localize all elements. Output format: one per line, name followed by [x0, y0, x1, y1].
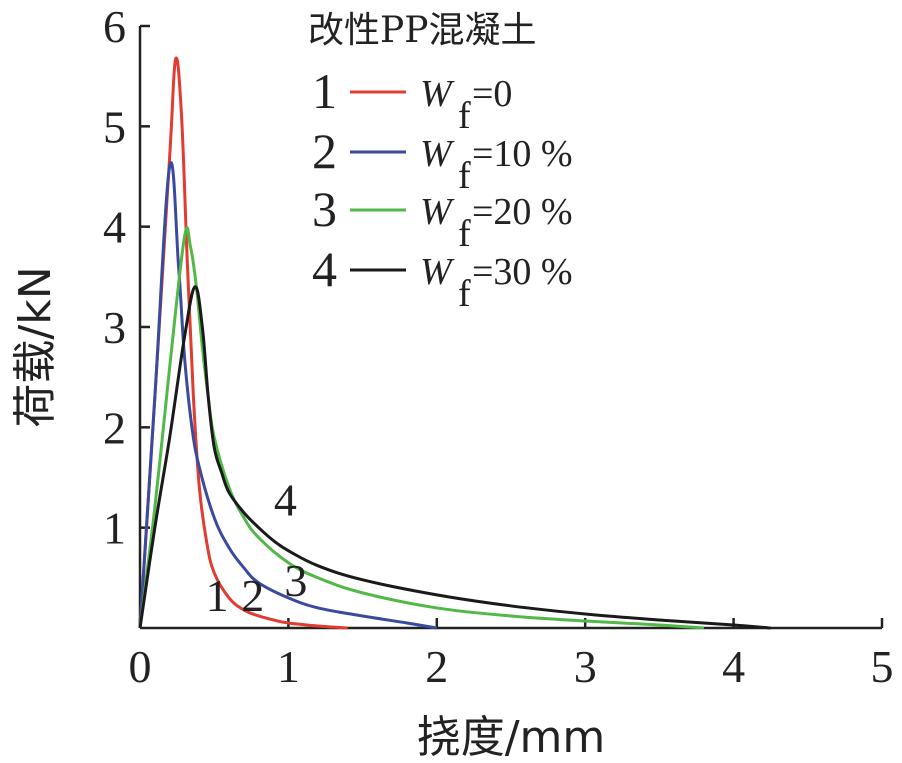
curve-label-1: 1 — [206, 570, 229, 621]
legend-value: =20 % — [472, 191, 573, 233]
y-tick-label: 2 — [103, 402, 126, 453]
y-tick-label: 5 — [103, 101, 126, 152]
legend-title: 改性PP混凝土 — [308, 10, 536, 51]
legend-value: =30 % — [472, 251, 573, 293]
series-line-2 — [138, 161, 438, 630]
y-tick-label: 6 — [103, 1, 126, 52]
legend-number-1: 1 — [312, 63, 337, 119]
legend-value: =0 — [472, 73, 512, 115]
y-tick-label: 4 — [103, 202, 126, 253]
legend-number-2: 2 — [312, 123, 337, 179]
x-tick-label: 4 — [722, 641, 745, 692]
legend-subscript: f — [458, 273, 471, 315]
curve-label-3: 3 — [284, 555, 307, 606]
x-axis-title: 挠度/mm — [417, 712, 606, 763]
axes — [138, 26, 882, 630]
legend-symbol: W — [420, 133, 455, 175]
curve-labels: 1 2 3 4 — [206, 475, 308, 621]
legend-symbol: W — [420, 73, 455, 115]
x-tick-label: 0 — [129, 641, 152, 692]
series-line-4 — [138, 285, 771, 630]
curve-label-4: 4 — [274, 475, 297, 526]
series-group — [138, 56, 771, 630]
legend-symbol: W — [420, 251, 455, 293]
curve-label-2: 2 — [241, 570, 264, 621]
y-tick-label: 3 — [103, 302, 126, 353]
y-axis-title: 荷载/kN — [10, 266, 61, 427]
x-tick-label: 3 — [574, 641, 597, 692]
x-tick-label: 5 — [871, 641, 894, 692]
legend-subscript: f — [458, 155, 471, 197]
legend-subscript: f — [458, 213, 471, 255]
series-line-3 — [138, 226, 705, 630]
x-tick-label: 2 — [425, 641, 448, 692]
legend-number-4: 4 — [312, 241, 337, 297]
y-tick-label: 1 — [103, 503, 126, 554]
legend: 改性PP混凝土 1 Wf =0 2 Wf =10 % 3 Wf =20 % 4 Wf =30 … — [308, 10, 573, 315]
x-tick-label: 1 — [277, 641, 300, 692]
legend-value: =10 % — [472, 133, 573, 175]
legend-number-3: 3 — [312, 181, 337, 237]
legend-subscript: f — [458, 95, 471, 137]
legend-symbol: W — [420, 191, 455, 233]
